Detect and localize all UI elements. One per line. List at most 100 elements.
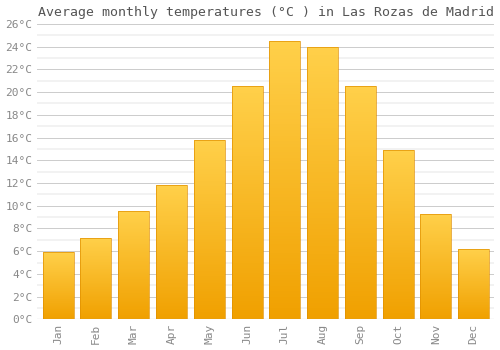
Bar <box>270 172 300 175</box>
Bar <box>270 69 300 71</box>
Bar <box>80 290 112 291</box>
Bar <box>420 248 452 250</box>
Bar <box>345 100 376 103</box>
Bar <box>345 177 376 180</box>
Bar <box>42 276 74 277</box>
Bar <box>382 204 414 206</box>
Bar <box>420 279 452 280</box>
Bar <box>307 175 338 177</box>
Bar <box>156 255 187 256</box>
Bar <box>458 253 489 254</box>
Bar <box>118 275 149 276</box>
Bar <box>382 170 414 172</box>
Bar <box>232 205 262 208</box>
Bar <box>194 247 225 249</box>
Bar <box>345 170 376 173</box>
Bar <box>194 231 225 233</box>
Bar <box>232 224 262 226</box>
Bar <box>307 177 338 180</box>
Bar <box>194 237 225 239</box>
Bar <box>270 297 300 300</box>
Bar <box>382 304 414 306</box>
Bar <box>307 118 338 120</box>
Bar <box>307 150 338 153</box>
Bar <box>156 285 187 286</box>
Bar <box>307 128 338 131</box>
Bar <box>345 282 376 285</box>
Bar <box>80 301 112 302</box>
Bar <box>270 74 300 77</box>
Bar <box>382 240 414 242</box>
Bar <box>420 264 452 265</box>
Bar <box>382 294 414 296</box>
Bar <box>80 244 112 245</box>
Bar <box>270 83 300 85</box>
Bar <box>194 174 225 176</box>
Bar <box>194 226 225 228</box>
Bar <box>420 300 452 301</box>
Bar <box>420 286 452 287</box>
Bar <box>270 158 300 161</box>
Bar <box>420 223 452 224</box>
Bar <box>382 221 414 223</box>
Bar <box>420 271 452 272</box>
Bar <box>80 314 112 315</box>
Bar <box>345 182 376 184</box>
Bar <box>458 267 489 268</box>
Bar <box>42 303 74 304</box>
Bar <box>156 209 187 211</box>
Bar <box>307 251 338 254</box>
Bar <box>307 267 338 270</box>
Bar <box>345 173 376 175</box>
Bar <box>270 255 300 258</box>
Bar <box>194 203 225 204</box>
Bar <box>80 285 112 286</box>
Bar <box>80 300 112 301</box>
Bar <box>118 211 149 212</box>
Bar <box>42 262 74 263</box>
Bar <box>80 281 112 282</box>
Bar <box>382 275 414 277</box>
Bar <box>194 294 225 296</box>
Bar <box>307 101 338 104</box>
Bar <box>420 318 452 319</box>
Bar <box>156 290 187 291</box>
Bar <box>270 202 300 205</box>
Bar <box>270 306 300 308</box>
Bar <box>232 89 262 91</box>
Bar <box>118 233 149 234</box>
Bar <box>42 314 74 315</box>
Bar <box>345 142 376 145</box>
Bar <box>232 219 262 222</box>
Bar <box>80 296 112 297</box>
Bar <box>80 291 112 292</box>
Bar <box>80 277 112 278</box>
Bar <box>118 220 149 221</box>
Bar <box>458 283 489 284</box>
Bar <box>345 254 376 257</box>
Bar <box>194 144 225 145</box>
Bar <box>194 167 225 168</box>
Bar <box>420 304 452 306</box>
Bar <box>118 290 149 291</box>
Bar <box>42 285 74 286</box>
Bar <box>307 69 338 71</box>
Bar <box>232 229 262 231</box>
Bar <box>156 235 187 236</box>
Bar <box>232 247 262 250</box>
Bar <box>118 301 149 302</box>
Bar <box>458 315 489 316</box>
Bar <box>307 169 338 172</box>
Bar <box>307 55 338 57</box>
Bar <box>194 296 225 298</box>
Bar <box>232 317 262 319</box>
Bar <box>270 102 300 105</box>
Bar <box>156 244 187 246</box>
Bar <box>345 201 376 203</box>
Bar <box>194 265 225 267</box>
Bar <box>270 177 300 180</box>
Bar <box>420 316 452 317</box>
Bar <box>42 296 74 297</box>
Bar <box>307 120 338 123</box>
Bar <box>80 257 112 258</box>
